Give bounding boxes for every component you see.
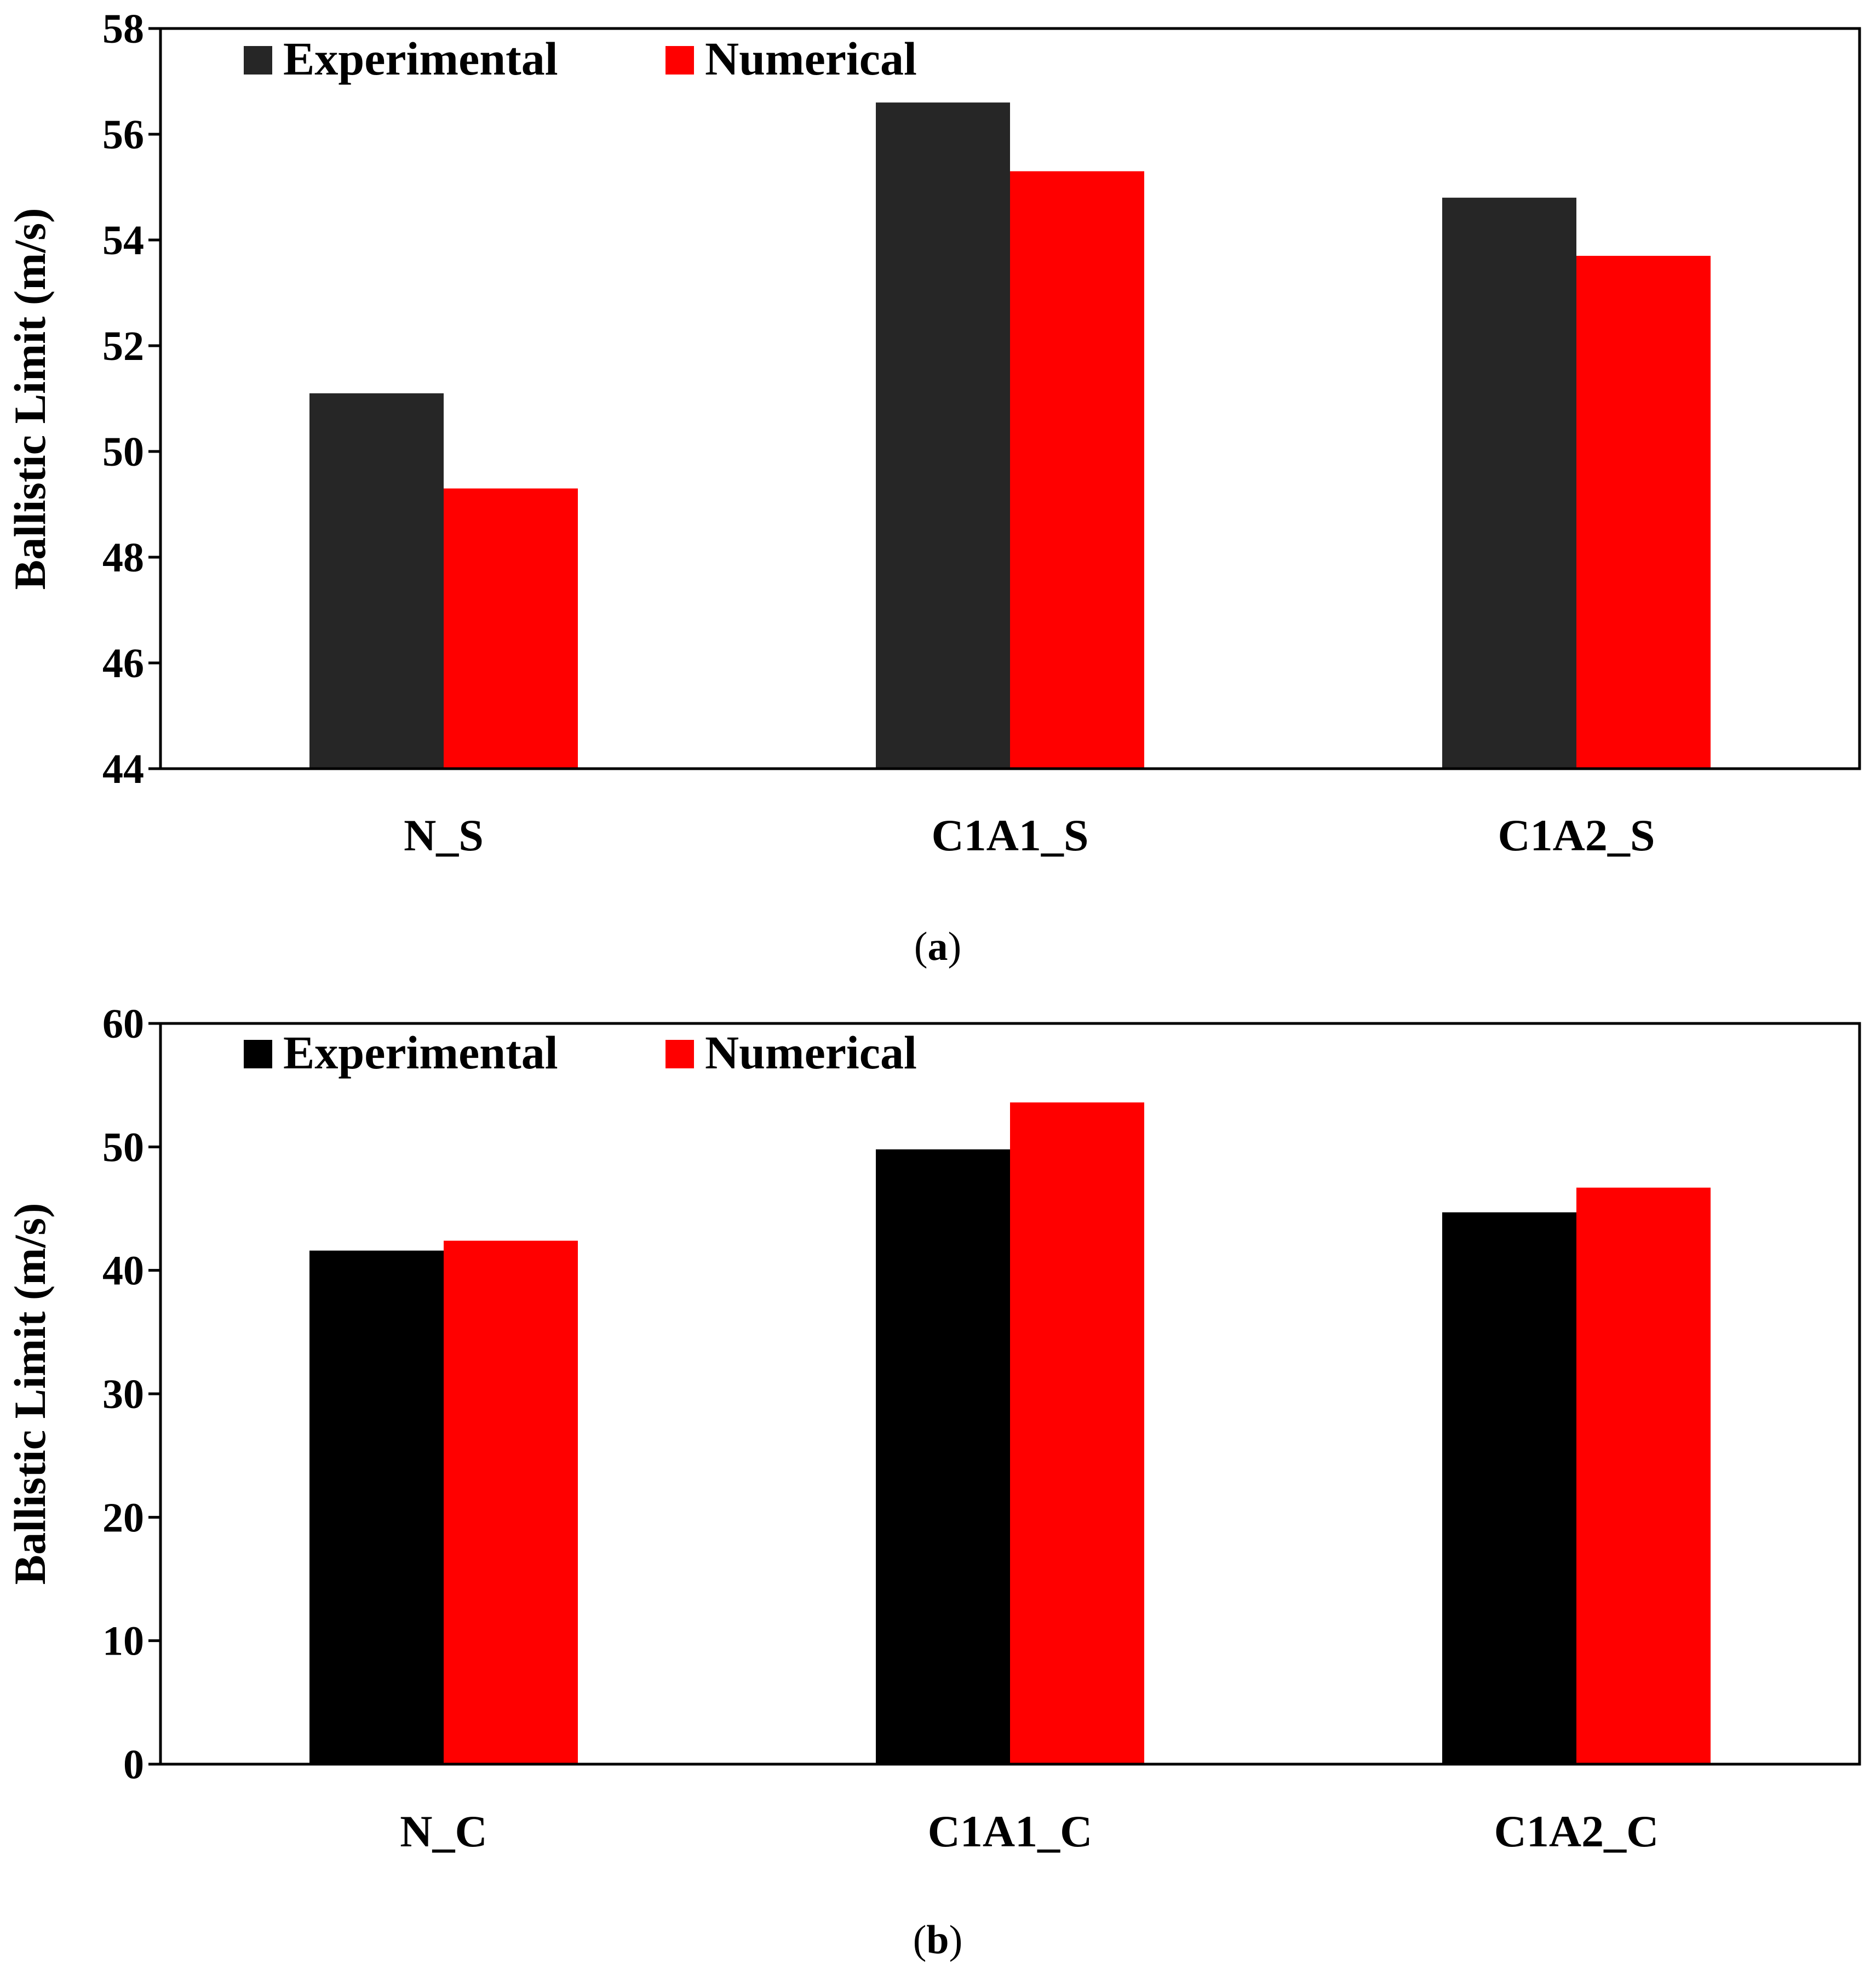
chart-b-y-tick-label: 10	[102, 1618, 144, 1664]
caption-b: (b)	[913, 1918, 962, 1962]
chart-b-y-tick-label: 20	[102, 1495, 144, 1541]
chart-b-y-tick-label: 30	[102, 1371, 144, 1417]
chart-a-x-tick-label: C1A2_S	[1498, 810, 1655, 860]
chart-a-y-tick-label: 48	[102, 535, 144, 581]
chart-b: 0 10 20 30 40 50 60 N_C C1A1_C C1A2_C Ballistic Li…	[5, 1001, 1861, 1856]
chart-a-bar-experimental-c1a2-s	[1442, 197, 1576, 769]
caption-a: (a)	[914, 924, 961, 969]
chart-a-bar-numerical-c1a1-s	[1010, 171, 1144, 769]
chart-b-legend-label-numerical: Numerical	[705, 1026, 917, 1079]
chart-b-legend-swatch-numerical	[666, 1040, 694, 1068]
chart-a-y-axis-title: Ballistic Limit (m/s)	[5, 208, 55, 590]
chart-b-y-tick-label: 0	[123, 1742, 144, 1788]
chart-a-legend-label-numerical: Numerical	[705, 32, 917, 85]
chart-b-y-tick-label: 40	[102, 1248, 144, 1294]
chart-a-y-tick-label: 44	[102, 746, 144, 792]
chart-a-legend-label-experimental: Experimental	[283, 32, 558, 85]
chart-b-y-tick-label: 60	[102, 1001, 144, 1047]
chart-a-y-tick-label: 58	[102, 6, 144, 52]
chart-b-y-axis-title: Ballistic Limit (m/s)	[5, 1203, 55, 1585]
chart-a-y-tick-label: 56	[102, 112, 144, 158]
chart-b-x-tick-label: C1A1_C	[928, 1806, 1093, 1856]
chart-b-x-tick-label: N_C	[400, 1806, 487, 1856]
chart-a: 44 46 48 50 52 54 56 58 N_S C1A1_S C1A2_S Ballistic…	[5, 6, 1861, 860]
chart-b-y-tick-label: 50	[102, 1124, 144, 1170]
chart-a-bar-numerical-c1a2-s	[1576, 255, 1711, 769]
chart-b-bar-experimental-n-c	[309, 1250, 444, 1764]
chart-b-x-tick-label: C1A2_C	[1494, 1806, 1659, 1856]
chart-b-bar-numerical-c1a2-c	[1576, 1187, 1711, 1764]
chart-a-bar-experimental-c1a1-s	[876, 102, 1010, 769]
chart-a-y-tick-label: 54	[102, 218, 144, 264]
chart-b-bar-experimental-c1a2-c	[1442, 1212, 1576, 1764]
chart-b-legend-label-experimental: Experimental	[283, 1026, 558, 1079]
chart-b-bar-numerical-c1a1-c	[1010, 1102, 1144, 1764]
chart-a-x-tick-label: N_S	[404, 810, 484, 860]
caption-b-letter: b	[926, 1918, 949, 1962]
chart-b-bar-numerical-n-c	[444, 1240, 578, 1764]
chart-a-y-tick-label: 50	[102, 429, 144, 475]
chart-a-legend-swatch-numerical	[666, 46, 694, 75]
chart-a-x-tick-label: C1A1_S	[931, 810, 1088, 860]
chart-a-legend-swatch-experimental	[244, 46, 272, 75]
chart-a-bar-experimental-n-s	[309, 393, 444, 769]
chart-b-bar-experimental-c1a1-c	[876, 1149, 1010, 1764]
chart-a-bar-numerical-n-s	[444, 488, 578, 769]
chart-b-legend-swatch-experimental	[244, 1040, 272, 1068]
caption-a-letter: a	[928, 924, 948, 969]
chart-a-y-tick-label: 52	[102, 323, 144, 369]
chart-a-y-tick-label: 46	[102, 640, 144, 686]
